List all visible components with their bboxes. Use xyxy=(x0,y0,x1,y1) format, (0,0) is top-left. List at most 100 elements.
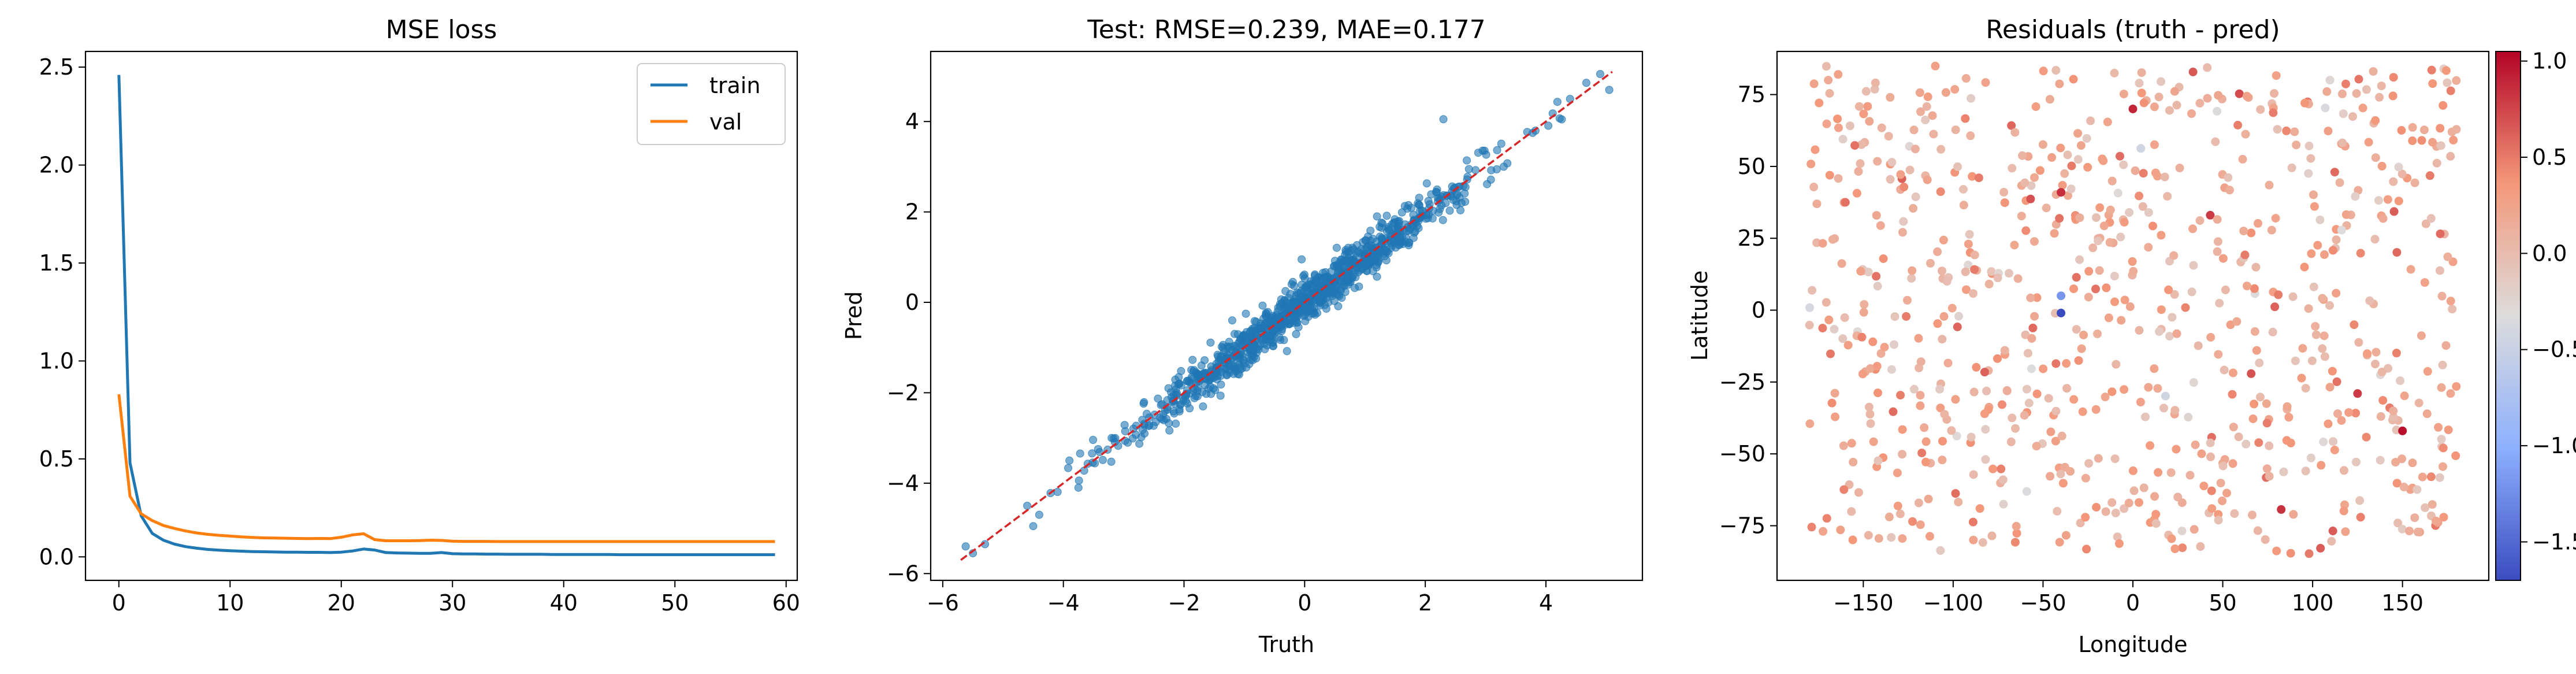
residual-chart-title: Residuals (truth - pred) xyxy=(1986,15,2280,45)
prediction-point xyxy=(1334,290,1343,299)
residual-point xyxy=(2371,116,2380,125)
prediction-point xyxy=(1029,522,1038,531)
residual-point xyxy=(1970,265,1979,274)
residual-point xyxy=(1909,125,1919,135)
prediction-ytick-label: 0 xyxy=(905,290,919,315)
residual-point xyxy=(1857,332,1867,342)
residual-point xyxy=(1970,250,1979,260)
residual-point xyxy=(1870,84,1879,94)
residual-point xyxy=(2086,116,2095,125)
residual-point xyxy=(2051,359,2061,368)
prediction-point xyxy=(1239,331,1247,340)
residual-point xyxy=(2239,227,2248,236)
residual-point xyxy=(1824,76,1833,85)
prediction-point xyxy=(1487,166,1496,175)
prediction-point xyxy=(1395,238,1404,246)
residual-point xyxy=(2268,328,2277,336)
residual-point xyxy=(1943,358,1953,368)
prediction-point xyxy=(1365,241,1374,250)
residual-point xyxy=(2069,284,2078,294)
residual-point xyxy=(2012,529,2021,538)
residual-point xyxy=(1874,388,1882,398)
prediction-point xyxy=(1259,314,1267,323)
residual-point xyxy=(2128,257,2137,266)
residual-point xyxy=(2242,91,2251,101)
residual-point xyxy=(2213,106,2222,116)
residual-chart-xlabel: Longitude xyxy=(2079,632,2188,657)
residual-point xyxy=(2324,127,2333,136)
residual-point xyxy=(1886,92,1895,102)
residual-point xyxy=(2352,457,2361,466)
residual-point xyxy=(2328,366,2337,376)
residual-point xyxy=(2435,473,2444,482)
residual-point xyxy=(2063,150,2072,160)
residual-point xyxy=(1953,162,1962,171)
residual-point xyxy=(2138,202,2147,211)
residual-point xyxy=(2297,373,2306,383)
residual-point xyxy=(2137,88,2146,98)
colorbar-tick-label: −1.0 xyxy=(2532,433,2576,458)
prediction-point xyxy=(1332,243,1341,252)
residual-map-chart: Residuals (truth - pred) −150 −100 −50 0 50 1… xyxy=(1687,15,2576,657)
residual-point xyxy=(1921,116,1930,125)
prediction-point xyxy=(1499,162,1508,171)
residual-point xyxy=(2157,305,2166,314)
residual-point xyxy=(1926,258,1935,268)
residual-point xyxy=(1911,192,1920,201)
prediction-point xyxy=(1432,188,1440,197)
residual-point xyxy=(2338,138,2347,147)
residual-point xyxy=(2027,334,2036,343)
residual-point xyxy=(2222,488,2231,498)
residual-point xyxy=(2166,468,2176,477)
residual-point xyxy=(2421,503,2430,512)
residual-point xyxy=(2046,472,2055,481)
residual-point xyxy=(2317,461,2326,470)
prediction-point xyxy=(1194,371,1203,379)
residual-point xyxy=(2371,347,2381,357)
residual-point xyxy=(2206,438,2215,447)
residual-point xyxy=(2170,406,2180,415)
prediction-point xyxy=(1222,371,1231,380)
residual-point xyxy=(1887,365,1896,374)
residual-point xyxy=(2443,252,2452,261)
residual-point xyxy=(2320,352,2329,361)
residual-point xyxy=(2008,413,2017,423)
residual-point xyxy=(2175,164,2184,173)
residual-ytick-label: −25 xyxy=(1719,369,1765,395)
residual-point xyxy=(2170,290,2179,299)
residual-point xyxy=(2039,66,2048,76)
residual-point xyxy=(1936,546,1945,555)
residual-point xyxy=(2154,92,2164,102)
residual-point xyxy=(2069,75,2078,84)
residual-point xyxy=(1876,349,1886,358)
residual-point xyxy=(1824,315,1834,324)
residual-point xyxy=(1931,61,1940,71)
residual-point xyxy=(2274,290,2283,299)
residual-point xyxy=(2428,500,2437,509)
residual-point xyxy=(1953,323,1962,331)
residual-point xyxy=(1834,70,1843,79)
residual-point xyxy=(2216,479,2225,488)
residual-point xyxy=(2053,506,2062,516)
residual-point xyxy=(2351,409,2361,418)
residual-point xyxy=(1877,123,1886,132)
residual-point xyxy=(2251,262,2261,272)
residual-point xyxy=(2228,390,2237,399)
residual-point xyxy=(1997,464,2006,473)
prediction-point xyxy=(1124,438,1132,447)
series-line-val xyxy=(117,394,775,543)
residual-point xyxy=(1921,457,1930,466)
residual-point xyxy=(2055,538,2064,547)
residual-point xyxy=(1936,187,1945,197)
residual-point xyxy=(2398,426,2407,435)
residual-point xyxy=(2352,89,2361,98)
residual-point xyxy=(1838,135,1848,144)
residual-point xyxy=(2354,338,2363,347)
residual-point xyxy=(2250,327,2259,336)
residual-point xyxy=(2164,285,2173,294)
residual-point xyxy=(1861,87,1871,96)
residual-point xyxy=(1988,464,1998,473)
residual-point xyxy=(2024,349,2032,358)
residual-point xyxy=(2207,486,2216,495)
residual-point xyxy=(2047,153,2057,162)
